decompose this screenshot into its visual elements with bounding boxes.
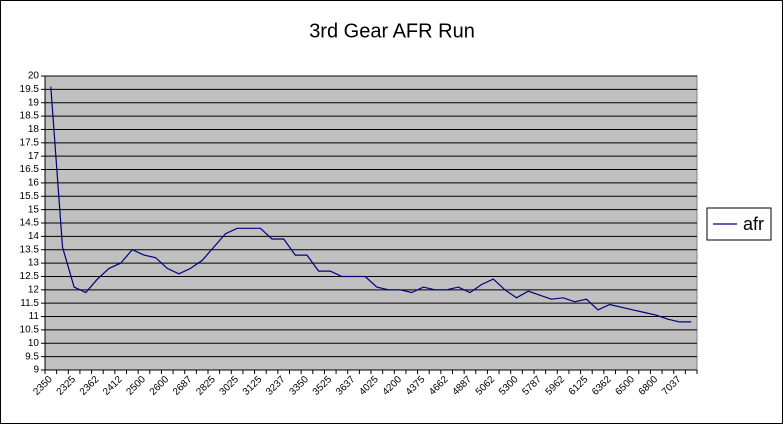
y-tick-label: 13.5 <box>20 244 40 255</box>
y-tick-label: 20 <box>28 71 40 82</box>
y-tick-label: 10 <box>28 338 40 349</box>
y-tick-label: 19.5 <box>20 84 40 95</box>
y-tick-label: 18.5 <box>20 111 40 122</box>
y-tick-label: 19 <box>28 97 40 108</box>
y-tick-label: 15 <box>28 204 40 215</box>
legend-text: afr <box>743 214 764 234</box>
y-tick-label: 15.5 <box>20 191 40 202</box>
y-tick-label: 11.5 <box>20 298 39 309</box>
y-tick-label: 16.5 <box>20 164 40 175</box>
y-tick-label: 17 <box>28 151 40 162</box>
y-tick-label: 17.5 <box>20 137 40 148</box>
y-tick-label: 13 <box>28 258 40 269</box>
y-tick-label: 12 <box>28 284 40 295</box>
y-tick-label: 10.5 <box>20 325 40 336</box>
chart-title: 3rd Gear AFR Run <box>309 20 475 42</box>
y-tick-label: 16 <box>28 178 40 189</box>
y-tick-label: 14.5 <box>20 218 40 229</box>
y-tick-label: 18 <box>28 124 40 135</box>
y-tick-label: 12.5 <box>20 271 40 282</box>
series-line <box>50 86 692 323</box>
y-tick-label: 11 <box>29 311 40 322</box>
y-tick-label: 9.5 <box>25 351 39 362</box>
y-tick-label: 14 <box>28 231 40 242</box>
y-tick-label: 9 <box>33 365 39 376</box>
